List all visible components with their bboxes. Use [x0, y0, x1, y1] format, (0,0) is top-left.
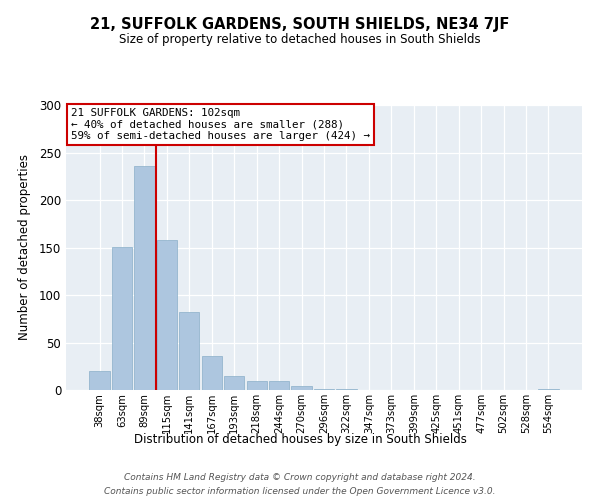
Bar	[314, 389, 334, 390]
Text: Distribution of detached houses by size in South Shields: Distribution of detached houses by size …	[134, 432, 466, 446]
Bar	[292, 386, 311, 390]
Bar	[538, 389, 559, 390]
Bar	[337, 389, 356, 390]
Bar	[89, 371, 110, 390]
Bar	[157, 240, 177, 390]
Bar	[202, 356, 222, 390]
Bar	[269, 382, 289, 390]
Bar	[112, 246, 132, 390]
Text: 21 SUFFOLK GARDENS: 102sqm
← 40% of detached houses are smaller (288)
59% of sem: 21 SUFFOLK GARDENS: 102sqm ← 40% of deta…	[71, 108, 370, 141]
Text: Contains public sector information licensed under the Open Government Licence v3: Contains public sector information licen…	[104, 488, 496, 496]
Bar	[224, 376, 244, 390]
Bar	[134, 166, 155, 390]
Text: Size of property relative to detached houses in South Shields: Size of property relative to detached ho…	[119, 32, 481, 46]
Text: Contains HM Land Registry data © Crown copyright and database right 2024.: Contains HM Land Registry data © Crown c…	[124, 472, 476, 482]
Text: 21, SUFFOLK GARDENS, SOUTH SHIELDS, NE34 7JF: 21, SUFFOLK GARDENS, SOUTH SHIELDS, NE34…	[91, 18, 509, 32]
Bar	[179, 312, 199, 390]
Y-axis label: Number of detached properties: Number of detached properties	[17, 154, 31, 340]
Bar	[247, 382, 267, 390]
